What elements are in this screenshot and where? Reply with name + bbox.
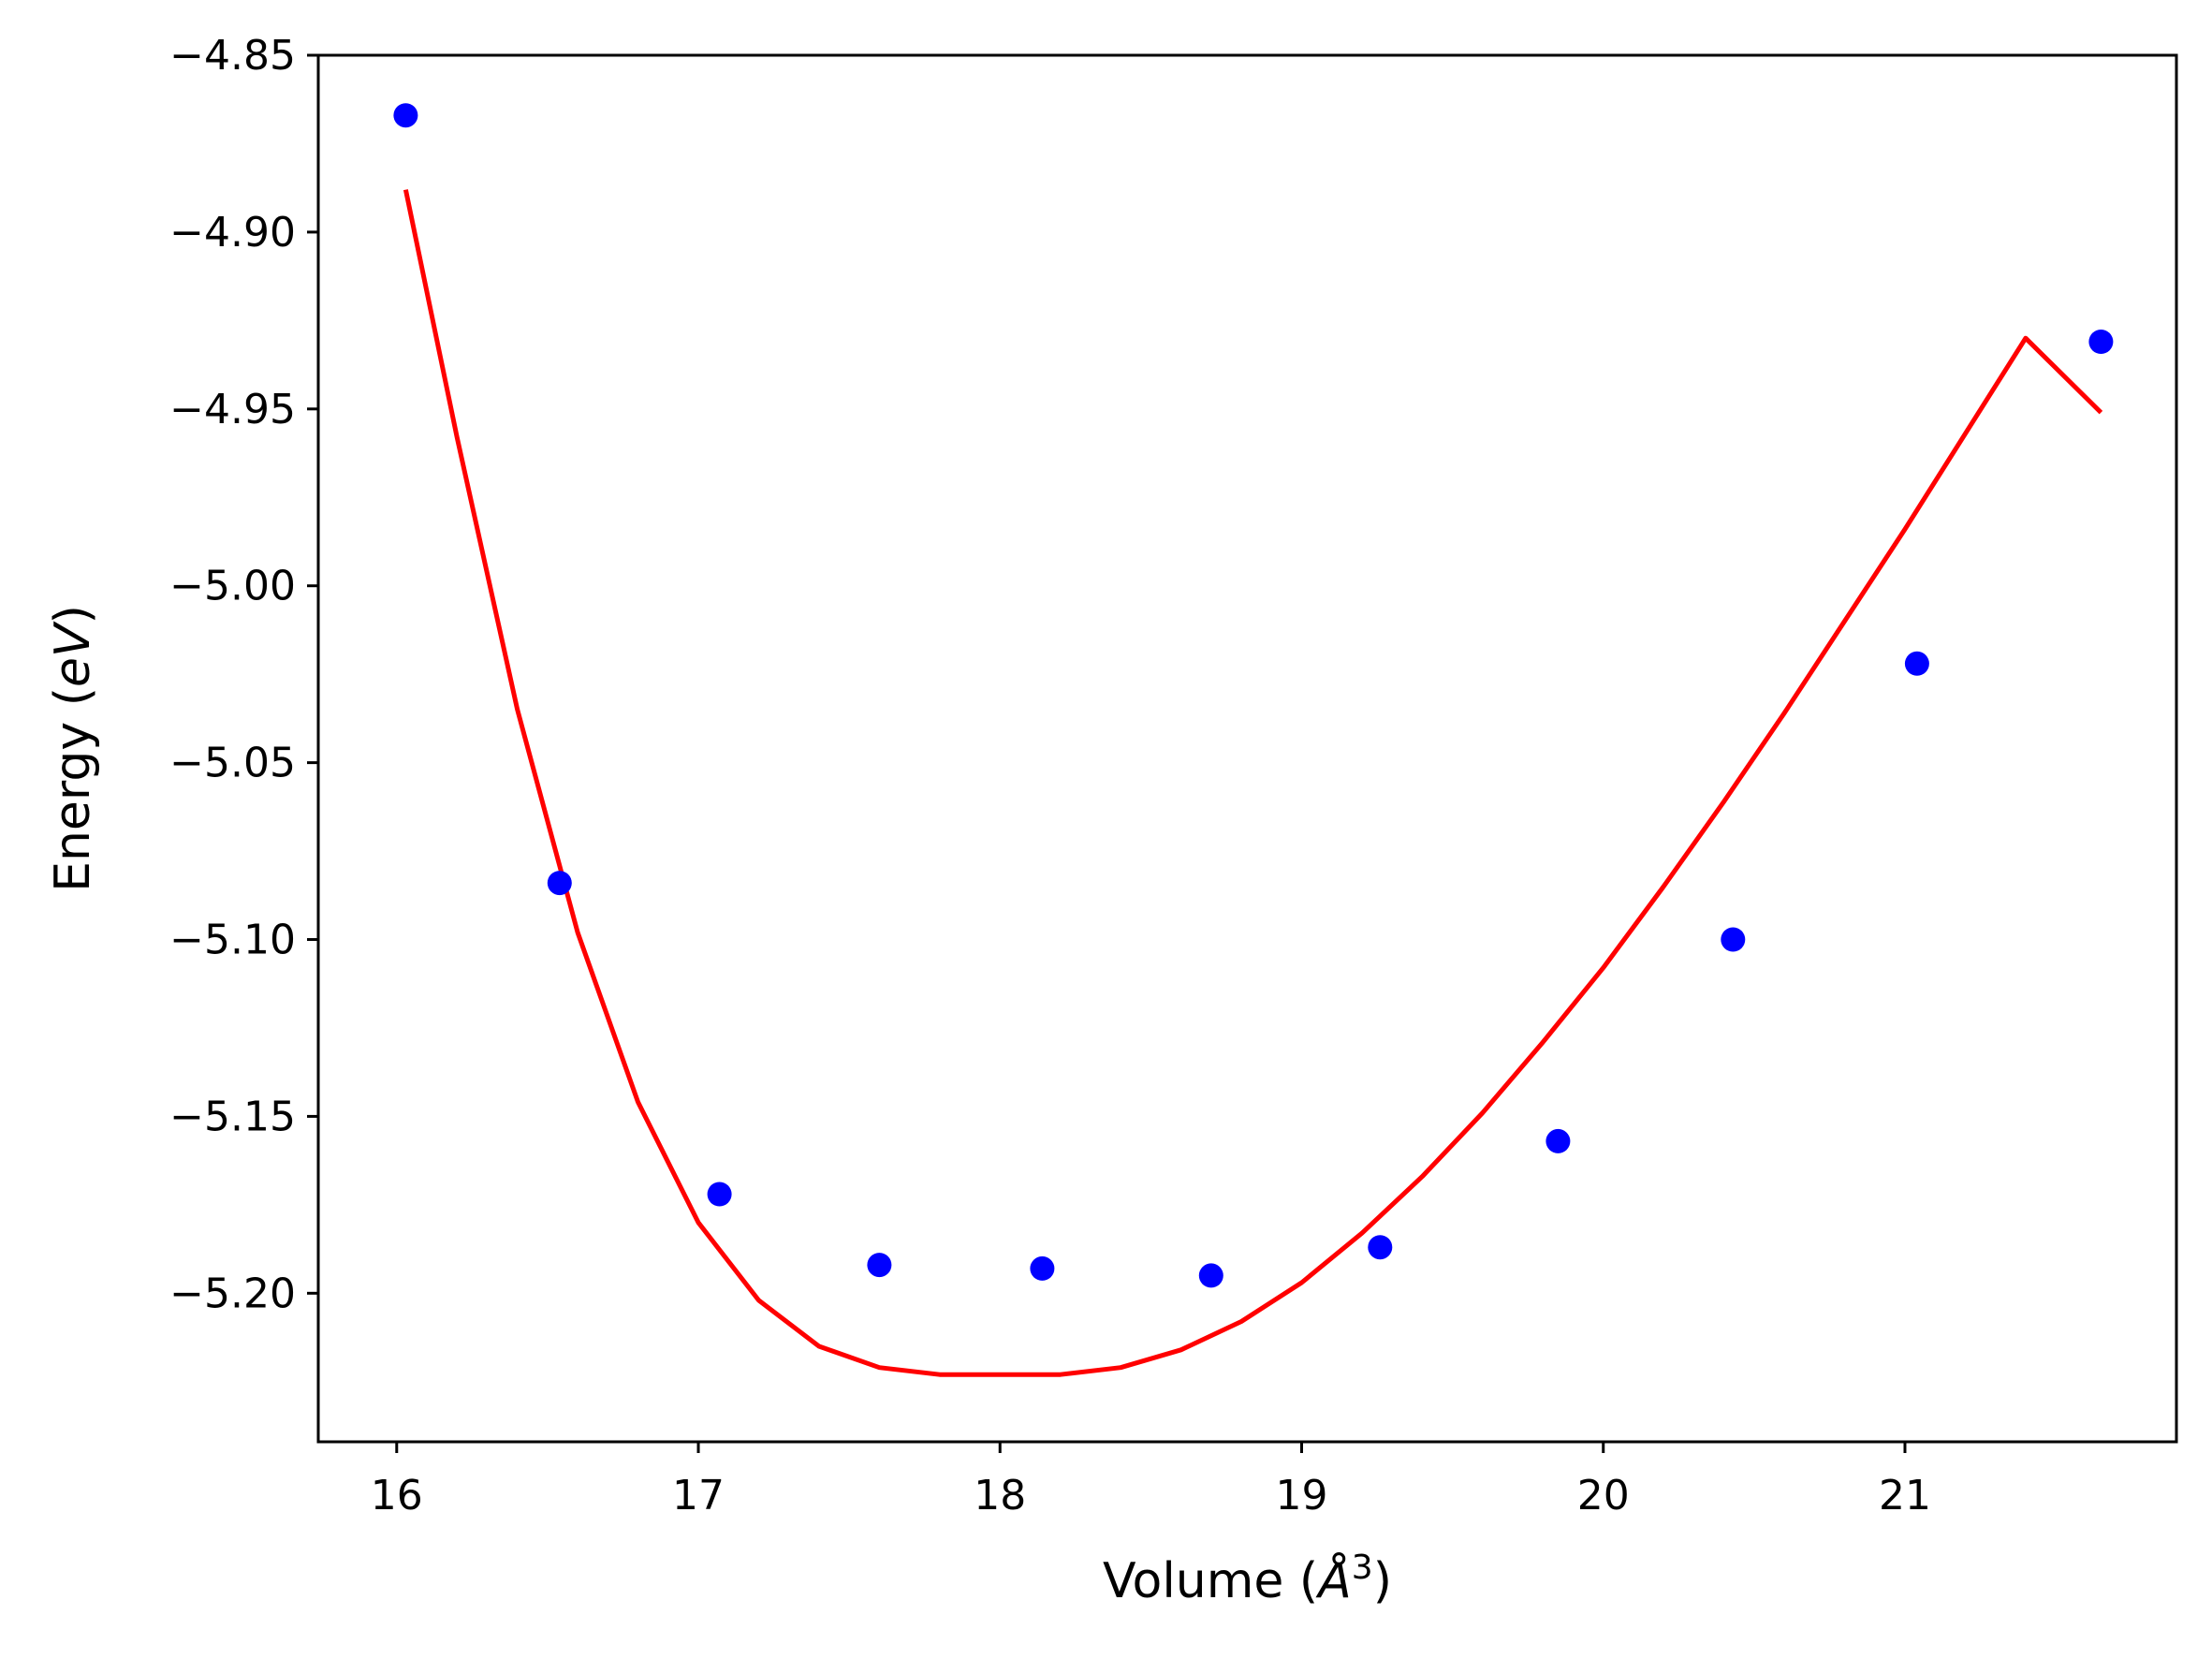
fit-curve — [403, 189, 2103, 1377]
x-tick-label: 18 — [974, 1472, 1026, 1520]
y-axis-label-text: Energy ( — [45, 687, 101, 892]
x-axis-label-symbol: Å — [1315, 1551, 1352, 1609]
x-tick-label: 19 — [1276, 1472, 1328, 1520]
x-axis-label-exponent: 3 — [1352, 1549, 1373, 1587]
y-tick-label: −5.15 — [169, 1093, 296, 1140]
x-axis-label-text: Volume ( — [1103, 1553, 1318, 1609]
data-point — [1545, 1128, 1571, 1153]
y-axis-label-close: ) — [45, 605, 101, 624]
data-point — [1030, 1255, 1055, 1281]
plot-frame — [316, 53, 2178, 1444]
plot-layer — [393, 103, 2114, 1377]
y-tick-label: −5.05 — [169, 740, 296, 787]
y-tick-label: −4.90 — [169, 209, 296, 257]
x-tick-label: 21 — [1879, 1472, 1931, 1520]
y-tick-label: −5.00 — [169, 563, 296, 610]
y-axis-label: Energy (eV) — [45, 605, 101, 892]
data-point — [1904, 651, 1929, 676]
data-point — [867, 1253, 892, 1278]
x-axis-label-close: ) — [1373, 1553, 1392, 1609]
x-tick-label: 16 — [371, 1472, 423, 1520]
x-tick-label: 20 — [1577, 1472, 1630, 1520]
data-point — [1721, 927, 1746, 952]
data-point — [393, 103, 418, 128]
y-tick-label: −5.20 — [169, 1270, 296, 1317]
tick-layer: 16 17 18 19 20 21 −4.85 −4.90 −4.95 −5.00 −5.05 −5.… — [169, 32, 1931, 1520]
data-point — [2088, 330, 2114, 354]
y-axis-label-unit: eV — [45, 621, 101, 687]
data-point — [547, 871, 572, 896]
y-tick-label: −4.85 — [169, 32, 296, 80]
x-axis-label: Volume (Å3) — [1103, 1549, 1392, 1609]
data-point — [707, 1182, 732, 1207]
data-point — [1368, 1235, 1393, 1260]
x-tick-label: 17 — [672, 1472, 725, 1520]
y-tick-label: −5.10 — [169, 917, 296, 964]
y-tick-label: −4.95 — [169, 386, 296, 433]
data-point — [1198, 1263, 1223, 1288]
